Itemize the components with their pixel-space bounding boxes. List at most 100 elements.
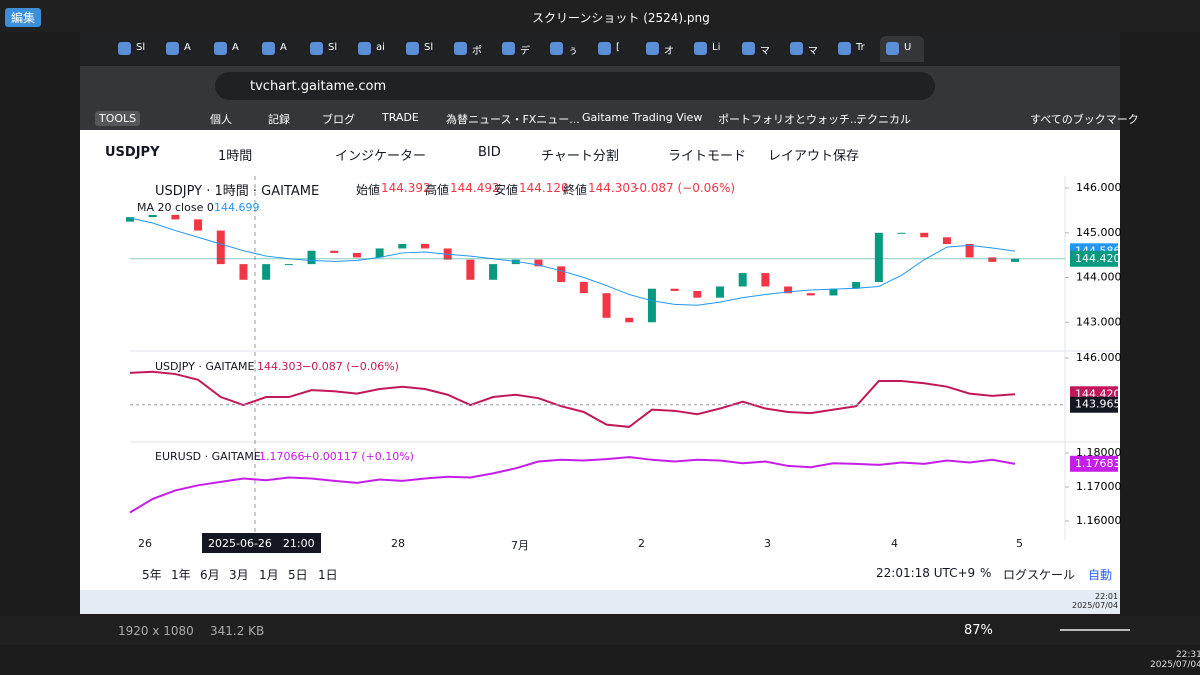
ohlc-value: 144.392 — [381, 181, 431, 195]
y-tick-label: 1.17000 — [1076, 480, 1122, 493]
y-tick-label: 1.18000 — [1076, 446, 1122, 459]
address-bar[interactable] — [215, 72, 935, 100]
bookmark[interactable]: すべてのブックマーク — [1030, 113, 1139, 126]
url: tvchart.gaitame.com — [250, 79, 387, 94]
candle — [988, 257, 997, 262]
ohlc-value: 144.120 — [519, 181, 569, 195]
range-button[interactable]: 1年 — [171, 568, 191, 582]
last-value: 144.303 — [257, 360, 303, 373]
tab-label: ポ — [472, 46, 482, 57]
time-label: 4 — [891, 537, 898, 550]
file-size: 341.2 KB — [210, 624, 265, 638]
chart-app — [80, 130, 1120, 590]
price-tag-label: 144.420 — [1075, 252, 1121, 265]
tab-label: Sl — [136, 42, 146, 53]
tab-label: Tr — [856, 42, 865, 53]
range-button[interactable]: 5日 — [288, 568, 308, 582]
y-tick-label: 146.000 — [1076, 181, 1122, 194]
tab-label: [ — [616, 42, 620, 53]
tab-label: Sl — [328, 42, 338, 53]
candle — [557, 266, 566, 283]
viewer-titlebar — [0, 0, 1200, 32]
candle — [534, 259, 543, 267]
time-label: 7月 — [511, 539, 529, 552]
y-tick-label: 144.000 — [1076, 271, 1122, 284]
date: 2025/07/04 — [1150, 660, 1200, 670]
pane-title: EURUSD · GAITAME — [155, 450, 261, 463]
candle — [761, 273, 770, 287]
time-label: 26 — [138, 537, 152, 550]
range-button[interactable]: 3月 — [229, 568, 249, 582]
range-button[interactable]: 6月 — [200, 568, 220, 582]
tab-icon — [550, 42, 563, 55]
tab-icon — [118, 42, 131, 55]
ma-value: 144.699 — [214, 201, 260, 214]
auto-scale[interactable]: 自動 — [1088, 568, 1113, 582]
moving-average — [129, 217, 1016, 306]
bookmark[interactable]: テクニカル — [856, 113, 911, 126]
range-button[interactable]: 1月 — [259, 568, 279, 582]
percent[interactable]: % — [980, 566, 992, 580]
toolbar-item[interactable]: USDJPY — [105, 145, 160, 160]
tab-icon — [166, 42, 179, 55]
tab-icon — [886, 42, 899, 55]
inner-taskbar — [80, 590, 1120, 614]
range-button[interactable]: 5年 — [142, 568, 162, 582]
candle — [784, 286, 793, 294]
tab-icon — [502, 42, 515, 55]
candle — [738, 273, 747, 287]
candle — [216, 230, 225, 265]
candle — [647, 288, 656, 323]
price-line — [129, 370, 1016, 428]
candle — [625, 317, 634, 323]
bookmark[interactable]: Gaitame Trading View — [582, 111, 703, 124]
toolbar-item[interactable]: BID — [478, 145, 501, 160]
tab-label: A — [232, 42, 239, 53]
candle — [852, 282, 861, 289]
toolbar-item[interactable]: ライトモード — [668, 149, 747, 164]
candle — [942, 237, 951, 244]
candle — [398, 243, 407, 249]
ohlc-name: 安値 — [494, 183, 519, 197]
inner-time: 22:01 — [1095, 592, 1119, 601]
bookmark[interactable]: ポートフォリオとウォッチ... — [718, 113, 861, 126]
toolbar-item[interactable]: レイアウト保存 — [768, 149, 860, 164]
y-tick-label: 1.16000 — [1076, 514, 1122, 527]
toolbar-item[interactable]: チャート分割 — [541, 149, 619, 164]
zoom-slider[interactable] — [1060, 629, 1130, 631]
clock: 22:31 2025/07/04 — [1150, 650, 1200, 670]
bookmark[interactable]: 記録 — [268, 113, 290, 126]
price-tag-label: 143.965 — [1075, 398, 1121, 411]
viewer-statusbar — [0, 616, 1200, 645]
bookmark[interactable]: ブログ — [322, 113, 355, 126]
range-button[interactable]: 1日 — [318, 568, 338, 582]
tab-label: A — [184, 42, 191, 53]
zoom-level[interactable]: 87% — [964, 623, 993, 638]
bookmark[interactable]: TRADE — [382, 111, 419, 124]
tab-icon — [262, 42, 275, 55]
price-tag — [1070, 250, 1118, 267]
toolbar-item[interactable]: 1時間 — [218, 149, 253, 164]
toolbar-item[interactable]: インジケーター — [335, 149, 427, 164]
bookmark[interactable]: 個人 — [210, 113, 232, 126]
edit-button[interactable]: 編集 — [5, 8, 42, 27]
tab-label: Sl — [424, 42, 434, 53]
time-label: 5 — [1016, 537, 1023, 550]
bookmark[interactable]: TOOLS — [95, 111, 141, 126]
ohlc-name: 終値 — [563, 183, 588, 197]
last-value: 1.17066 — [259, 450, 305, 463]
bookmark[interactable]: 為替ニュース・FXニュー... — [446, 113, 580, 126]
candle — [920, 232, 929, 238]
time-label: 3 — [764, 537, 771, 550]
candle — [602, 293, 611, 318]
y-tick-label: 143.000 — [1076, 315, 1122, 328]
tab-icon — [358, 42, 371, 55]
time-cursor: 2025-06-26 21:00 — [202, 533, 321, 553]
log-scale[interactable]: ログスケール — [1003, 568, 1076, 582]
candle — [874, 232, 883, 283]
candle — [239, 264, 248, 280]
change: +0.00117 (+0.10%) — [303, 450, 414, 463]
price-line — [129, 456, 1016, 514]
tab-icon — [838, 42, 851, 55]
